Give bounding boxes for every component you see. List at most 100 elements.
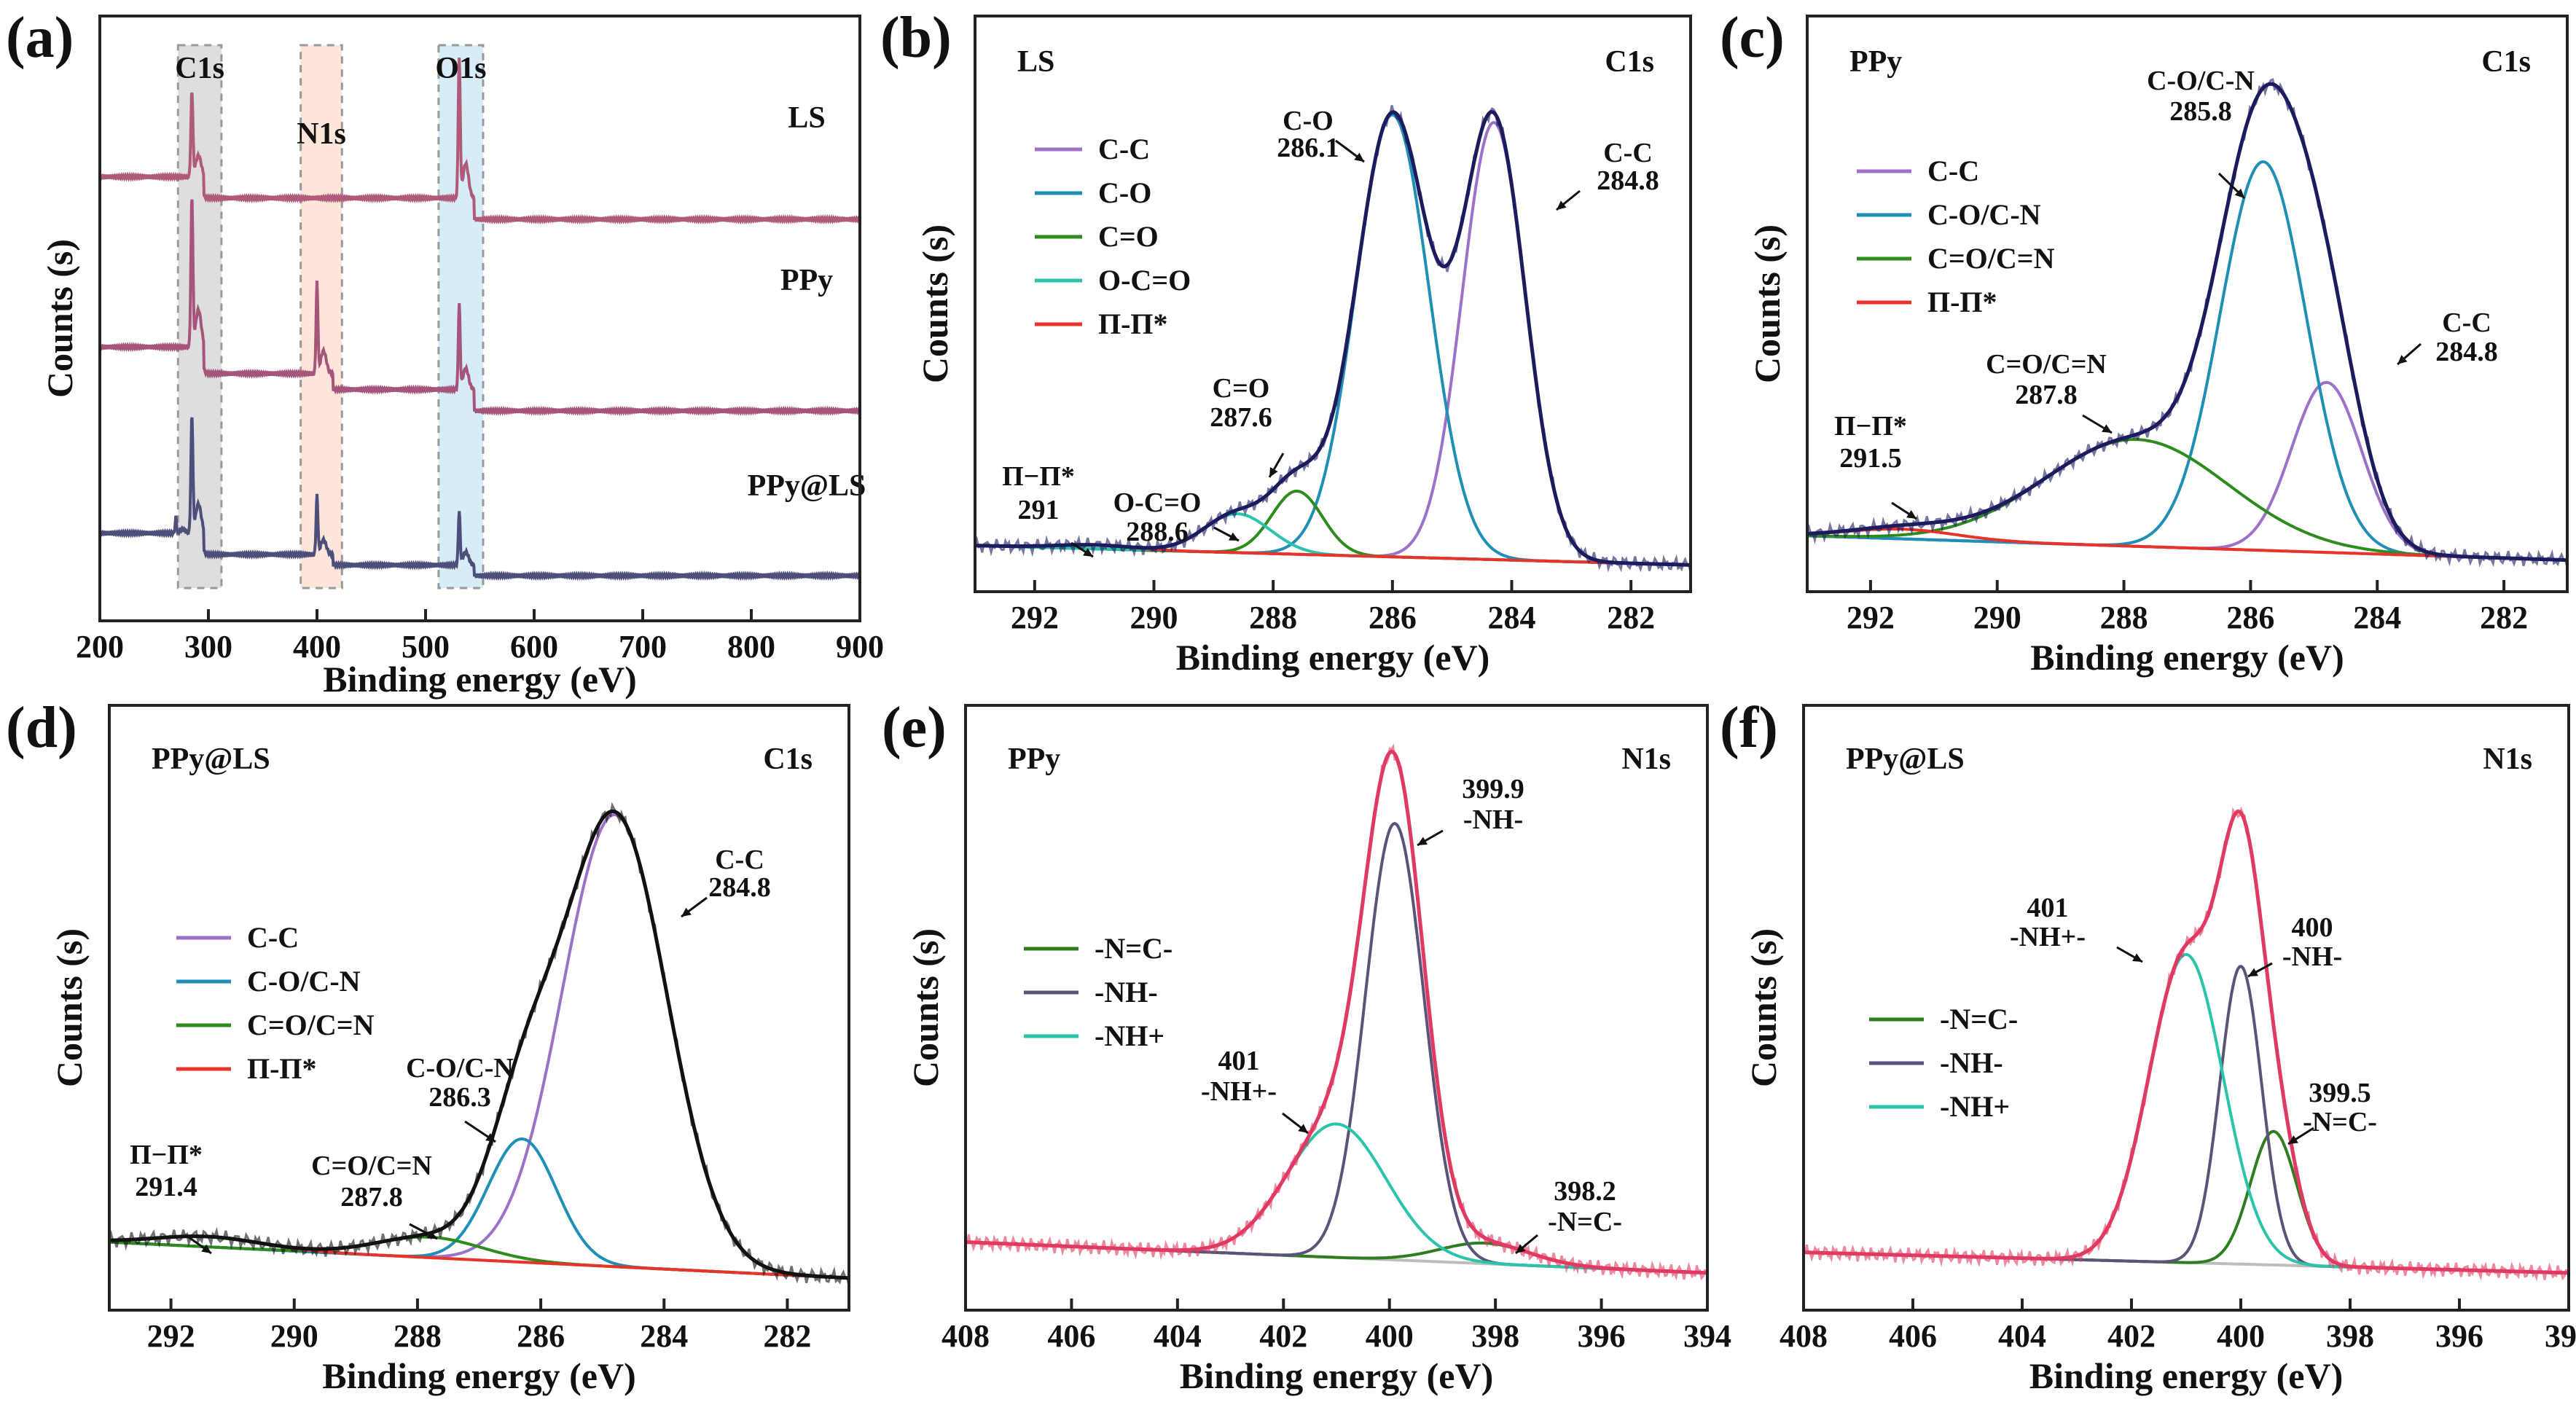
legend-label: C=O/C=N xyxy=(1927,242,2055,275)
region-n1s xyxy=(300,44,343,589)
component-c-o xyxy=(975,113,1691,567)
panel-f: PPy@LS N1s-N=C--NH--NH+401-NH+- 400-NH-399… xyxy=(1720,696,2576,1396)
annotation-arrow-head xyxy=(1083,548,1093,557)
envelope-fit-line xyxy=(1806,82,2568,563)
x-tick-label: 290 xyxy=(1130,600,1178,635)
x-tick-label: 282 xyxy=(1607,600,1655,635)
x-tick-label: 300 xyxy=(184,629,232,665)
x-tick-label: 800 xyxy=(727,629,775,665)
x-tick-label: 288 xyxy=(394,1318,442,1354)
series-label: PPy@LS xyxy=(748,469,866,503)
series-line-ppy xyxy=(98,199,861,417)
x-axis-title: Binding energy (eV) xyxy=(322,1355,636,1396)
x-tick-label: 282 xyxy=(763,1318,811,1354)
envelope-fit-line xyxy=(965,749,1707,1275)
peak-annotation-value: 284.8 xyxy=(2435,337,2498,367)
sample-label: PPy xyxy=(1008,743,1060,776)
annotation-arrow-head xyxy=(1354,152,1364,162)
component-c-o-c-n xyxy=(1806,438,2568,562)
legend-label: -NH+ xyxy=(1095,1019,1164,1052)
legend-label: C-C xyxy=(247,921,299,954)
legend-label: C-C xyxy=(1098,133,1150,165)
peak-annotation-name: C=O xyxy=(1213,373,1270,404)
annotation-arrow-head xyxy=(2102,424,2112,433)
annotation-arrow-head xyxy=(1269,467,1278,477)
peak-annotation-name: O-C=O xyxy=(1113,487,1202,518)
x-tick-label: 400 xyxy=(2217,1318,2265,1354)
peak-annotation-value: -N=C- xyxy=(2303,1107,2377,1137)
x-axis-title: Binding energy (eV) xyxy=(2030,637,2344,678)
plot-frame xyxy=(974,15,1692,593)
legend-label: -N=C- xyxy=(1095,932,1172,965)
legend-label: -N=C- xyxy=(1940,1003,2018,1035)
x-tick-label: 408 xyxy=(941,1318,990,1354)
x-tick-label: 400 xyxy=(293,629,341,665)
x-tick-label: 900 xyxy=(836,629,884,665)
peak-annotation-value: 291 xyxy=(1018,495,1060,525)
annotation-arrow-head xyxy=(2397,355,2408,364)
sample-label: LS xyxy=(1017,45,1054,79)
legend-label: C=O xyxy=(1098,220,1159,253)
region-label: N1s xyxy=(1621,743,1671,776)
legend-label: C-O xyxy=(1098,176,1151,209)
peak-annotation-name: C-C xyxy=(715,845,764,875)
series-line-ppy-ls xyxy=(98,417,861,581)
legend-label: C-C xyxy=(1927,154,1979,187)
panel-e: PPy N1s-N=C--NH--NH+399.9-NH-401-NH+-398.… xyxy=(882,696,1731,1396)
x-axis-title: Binding energy (eV) xyxy=(1180,1355,1494,1396)
x-tick-label: 284 xyxy=(2353,600,2401,635)
peak-annotation-name: Π−Π* xyxy=(1002,461,1075,492)
y-axis-title: Counts (s) xyxy=(49,928,90,1087)
sample-label: PPy xyxy=(1849,45,1902,79)
y-axis-title: Counts (s) xyxy=(1747,224,1788,383)
panel-label: (a) xyxy=(6,6,74,70)
x-tick-label: 398 xyxy=(1471,1318,1519,1354)
panel-label: (f) xyxy=(1720,696,1778,760)
x-tick-label: 700 xyxy=(619,629,667,665)
peak-annotation-name: C-C xyxy=(1603,138,1653,168)
peak-annotation-name: C-C xyxy=(2442,308,2491,338)
series-label: PPy xyxy=(780,264,833,297)
peak-annotation-name: 399.9 xyxy=(1462,774,1524,804)
peak-annotation-value: -N=C- xyxy=(1548,1207,1622,1237)
x-tick-label: 396 xyxy=(1578,1318,1626,1354)
x-tick-label: 200 xyxy=(76,629,124,665)
annotation-arrow-head xyxy=(1298,1124,1308,1133)
envelope-fit-line xyxy=(109,809,850,1280)
plot-frame xyxy=(1806,15,2569,593)
x-tick-label: 404 xyxy=(1998,1318,2046,1354)
peak-annotation-value: -NH+- xyxy=(1201,1076,1277,1107)
component--nh- xyxy=(1804,965,2568,1274)
annotation-arrow-head xyxy=(485,1132,496,1142)
x-tick-label: 500 xyxy=(402,629,450,665)
peak-annotation-name: C=O/C=N xyxy=(1986,349,2107,380)
series-line-ls xyxy=(98,58,861,225)
x-tick-label: 288 xyxy=(2100,600,2148,635)
peak-annotation-name: 401 xyxy=(1218,1046,1260,1076)
sample-label: PPy@LS xyxy=(1846,743,1965,776)
component-c-c xyxy=(975,120,1691,567)
legend-label: -NH- xyxy=(1940,1046,2003,1079)
legend-label: Π-Π* xyxy=(1098,308,1168,340)
y-axis-title: Counts (s) xyxy=(915,224,955,383)
x-tick-label: 408 xyxy=(1780,1318,1828,1354)
raw-data-line xyxy=(1803,806,2568,1282)
peak-annotation-name: C-O/C-N xyxy=(406,1053,514,1084)
panel-d: PPy@LS C1sC-CC-O/C-NC=O/C=NΠ-Π*C-C284.8C-… xyxy=(6,696,850,1396)
x-tick-label: 402 xyxy=(2107,1318,2156,1354)
peak-annotation-value: -NH- xyxy=(1463,804,1523,835)
region-label: N1s xyxy=(2483,743,2532,776)
x-tick-label: 284 xyxy=(1488,600,1536,635)
x-tick-label: 292 xyxy=(1847,600,1895,635)
annotation-arrow-head xyxy=(1557,200,1567,210)
region-label: C1s xyxy=(1605,45,1654,79)
annotation-arrow-head xyxy=(1906,510,1917,519)
x-tick-label: 400 xyxy=(1366,1318,1414,1354)
x-tick-label: 282 xyxy=(2480,600,2528,635)
annotation-arrow-head xyxy=(201,1244,211,1253)
plot-frame xyxy=(108,704,850,1312)
x-tick-label: 284 xyxy=(640,1318,688,1354)
annotation-arrow-head xyxy=(1417,837,1428,845)
region-label: N1s xyxy=(297,117,346,151)
